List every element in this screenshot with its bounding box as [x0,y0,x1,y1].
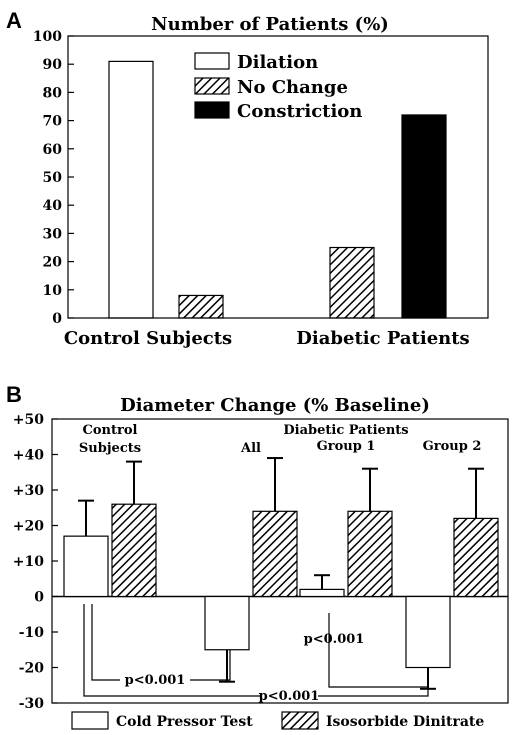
bar-group-2-cold-pressor-test [405,595,451,669]
chart-b-tick-label: 0 [34,590,44,606]
bar-group-2-isosorbide-dinitrate [453,517,499,598]
chart-b-tick-label: +40 [13,448,44,464]
bar-group-1-cold-pressor-test [299,588,345,598]
legend-a-swatch-no-change [194,77,230,95]
chart-a-tick-label: 40 [43,198,63,214]
chart-a-tick-label: 70 [43,114,63,130]
group-label-diabetic-header: Diabetic Patients [283,423,408,438]
chart-a-tick-label: 30 [43,226,63,242]
chart-a-category-control: Control Subjects [64,328,232,349]
bar-group-all-cold-pressor-test [204,595,250,683]
panel-b-label: B [6,382,22,407]
p-value-group1-vs-group2: p<0.001 [304,632,365,647]
chart-a-title: Number of Patients (%) [151,14,389,35]
legend-b-swatch-isosorbide [281,711,319,730]
bar-group-group-2-isosorbide-dinitrate [453,467,499,598]
group-label-control-line2: Subjects [79,441,141,456]
bar-group-group-1-isosorbide-dinitrate [347,467,393,598]
chart-b-title: Diameter Change (% Baseline) [120,395,430,416]
chart-a-tick-label: 20 [43,255,63,271]
bar-diabetic-patients-no-change [329,246,375,319]
chart-b-tick-label: +20 [13,519,44,535]
chart-a-tick-label: 10 [43,283,63,299]
legend-a-swatch-dilation [194,52,230,70]
chart-a-y-axis: 0 10 20 30 40 50 60 70 80 90 100 [33,29,74,327]
bracket-control-group2-left [83,604,260,697]
chart-b-tick-label: +50 [13,412,44,428]
bar-group-all-isosorbide-dinitrate [252,457,298,598]
chart-b-bars [52,457,508,690]
legend-b-swatch-cold-pressor [71,711,109,730]
bracket-control-all-left [91,604,120,681]
chart-a-tick-label: 50 [43,170,63,186]
chart-b-tick-label: -10 [19,625,45,641]
legend-a-swatch-constriction [194,101,230,119]
bar-group-group-1-cold-pressor-test [299,574,345,598]
bar-control-subjects-cold-pressor-test [63,535,109,598]
bar-control-subjects-isosorbide-dinitrate [111,503,157,598]
group-label-group2: Group 2 [423,439,482,454]
group-label-group1: Group 1 [317,439,376,454]
chart-b-tick-label: +10 [13,554,44,570]
bracket-group1-group2 [328,613,428,688]
bar-control-subjects-no-change [178,294,224,319]
bar-group-1-isosorbide-dinitrate [347,510,393,598]
chart-a-tick-label: 90 [43,57,63,73]
significance-brackets [83,604,429,697]
chart-b-frame [51,418,509,704]
group-label-all: All [240,441,261,456]
p-value-control-vs-group2: p<0.001 [259,689,320,704]
bar-diabetic-patients-constriction [401,114,447,319]
chart-a-tick-label: 100 [33,29,62,45]
chart-a-category-diabetic: Diabetic Patients [296,328,469,349]
bar-group-control-subjects-isosorbide-dinitrate [111,460,157,598]
legend-b-cold-pressor: Cold Pressor Test [116,714,253,730]
group-label-control-line1: Control [83,423,138,438]
bar-group-group-2-cold-pressor-test [405,595,451,690]
p-value-control-vs-all: p<0.001 [125,673,186,688]
chart-a-bars [108,60,447,319]
chart-b-tick-label: +30 [13,483,44,499]
chart-a-tick-label: 60 [43,142,63,158]
bracket-control-group2-right [318,672,429,697]
chart-b-tick-label: -20 [19,661,45,677]
legend-b-isosorbide: Isosorbide Dinitrate [326,714,484,730]
bar-all-isosorbide-dinitrate [252,510,298,598]
legend-a-no-change: No Change [237,77,348,98]
panel-a-label: A [6,8,22,33]
bar-all-cold-pressor-test [204,595,250,651]
chart-b-y-axis: -30 -20 -10 0 +10 +20 +30 +40 +50 [13,412,58,712]
bar-group-control-subjects-cold-pressor-test [63,499,109,598]
chart-a-tick-label: 80 [43,85,63,101]
legend-a-dilation: Dilation [237,52,318,73]
chart-b-tick-label: -30 [19,696,45,712]
legend-a-constriction: Constriction [237,101,362,122]
chart-a-frame [67,35,489,319]
bracket-control-all-right [190,650,231,681]
bar-control-subjects-dilation [108,60,154,319]
chart-a-tick-label: 0 [52,311,62,327]
